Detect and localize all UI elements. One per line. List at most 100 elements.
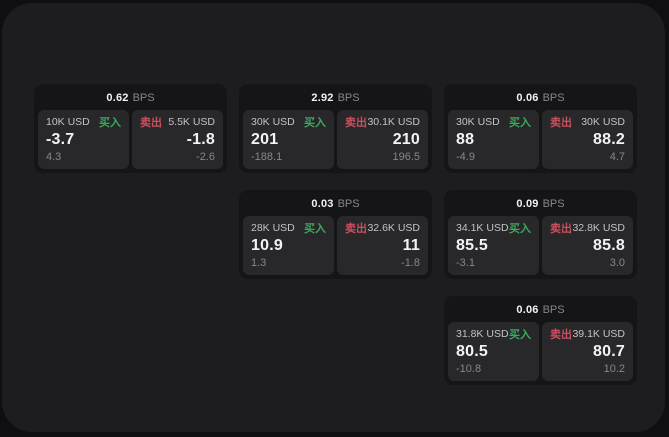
buy-change: -188.1 [251, 150, 283, 163]
sell-tile-header: 卖出 32.8K USD [550, 223, 625, 235]
bps-header: 0.62 BPS [34, 84, 227, 110]
buy-quote-tile[interactable]: 30K USD 买入 88 -4.9 [448, 110, 539, 169]
sell-change: 3.0 [609, 256, 625, 269]
buy-badge: 买入 [304, 223, 326, 235]
buy-tile-header: 30K USD 买入 [251, 117, 326, 129]
buy-price: 88 [456, 131, 475, 148]
buy-tile-header: 30K USD 买入 [456, 117, 531, 129]
sell-change: 10.2 [603, 362, 625, 375]
sell-badge: 卖出 [345, 117, 367, 129]
sell-price: 88.2 [593, 131, 625, 148]
sell-change: 196.5 [392, 150, 420, 163]
buy-amount: 34.1K USD [456, 222, 509, 235]
sell-tile-header: 卖出 5.5K USD [140, 117, 215, 129]
bps-value: 0.62 [106, 92, 129, 104]
quote-card: 2.92 BPS 30K USD 买入 201 -188.1 卖出 30.1K … [239, 84, 432, 173]
sell-quote-tile[interactable]: 卖出 5.5K USD -1.8 -2.6 [132, 110, 223, 169]
buy-price: 85.5 [456, 237, 488, 254]
buy-amount: 30K USD [456, 116, 500, 129]
sell-amount: 30.1K USD [367, 116, 420, 129]
sell-change: -2.6 [196, 150, 215, 163]
sell-amount: 30K USD [581, 116, 625, 129]
buy-amount: 10K USD [46, 116, 90, 129]
sell-quote-tile[interactable]: 卖出 39.1K USD 80.7 10.2 [542, 322, 633, 381]
bps-unit-label: BPS [542, 304, 565, 316]
buy-amount: 30K USD [251, 116, 295, 129]
buy-tile-header: 28K USD 买入 [251, 223, 326, 235]
buy-badge: 买入 [509, 329, 531, 341]
bps-header: 0.06 BPS [444, 84, 637, 110]
quotes-panel: 0.62 BPS 10K USD 买入 -3.7 4.3 卖出 5.5K USD… [2, 3, 665, 432]
quote-tiles: 30K USD 买入 88 -4.9 卖出 30K USD 88.2 4.7 [448, 110, 633, 169]
sell-amount: 32.8K USD [572, 222, 625, 235]
sell-price: -1.8 [186, 131, 215, 148]
buy-quote-tile[interactable]: 34.1K USD 买入 85.5 -3.1 [448, 216, 539, 275]
buy-price: 201 [251, 131, 279, 148]
bps-value: 0.06 [516, 304, 539, 316]
sell-quote-tile[interactable]: 卖出 30K USD 88.2 4.7 [542, 110, 633, 169]
quote-tiles: 28K USD 买入 10.9 1.3 卖出 32.6K USD 11 -1.8 [243, 216, 428, 275]
sell-quote-tile[interactable]: 卖出 32.6K USD 11 -1.8 [337, 216, 428, 275]
bps-header: 2.92 BPS [239, 84, 432, 110]
quote-card: 0.62 BPS 10K USD 买入 -3.7 4.3 卖出 5.5K USD… [34, 84, 227, 173]
sell-badge: 卖出 [140, 117, 162, 129]
sell-amount: 5.5K USD [168, 116, 215, 129]
quote-card: 0.09 BPS 34.1K USD 买入 85.5 -3.1 卖出 32.8K… [444, 190, 637, 279]
bps-value: 0.03 [311, 198, 334, 210]
buy-badge: 买入 [509, 223, 531, 235]
buy-quote-tile[interactable]: 31.8K USD 买入 80.5 -10.8 [448, 322, 539, 381]
buy-amount: 31.8K USD [456, 328, 509, 341]
sell-amount: 32.6K USD [367, 222, 420, 235]
quote-tiles: 10K USD 买入 -3.7 4.3 卖出 5.5K USD -1.8 -2.… [38, 110, 223, 169]
buy-change: -4.9 [456, 150, 475, 163]
quote-tiles: 31.8K USD 买入 80.5 -10.8 卖出 39.1K USD 80.… [448, 322, 633, 381]
bps-unit-label: BPS [542, 92, 565, 104]
sell-badge: 卖出 [550, 329, 572, 341]
bps-value: 2.92 [311, 92, 334, 104]
buy-price: 10.9 [251, 237, 283, 254]
bps-unit-label: BPS [132, 92, 155, 104]
sell-tile-header: 卖出 30.1K USD [345, 117, 420, 129]
sell-change: 4.7 [609, 150, 625, 163]
bps-header: 0.06 BPS [444, 296, 637, 322]
sell-price: 85.8 [593, 237, 625, 254]
buy-tile-header: 10K USD 买入 [46, 117, 121, 129]
quote-card: 0.06 BPS 30K USD 买入 88 -4.9 卖出 30K USD 8… [444, 84, 637, 173]
buy-change: -10.8 [456, 362, 482, 375]
sell-price: 210 [392, 131, 420, 148]
buy-quote-tile[interactable]: 10K USD 买入 -3.7 4.3 [38, 110, 129, 169]
sell-change: -1.8 [401, 256, 420, 269]
bps-header: 0.03 BPS [239, 190, 432, 216]
buy-amount: 28K USD [251, 222, 295, 235]
sell-tile-header: 卖出 39.1K USD [550, 329, 625, 341]
quote-tiles: 34.1K USD 买入 85.5 -3.1 卖出 32.8K USD 85.8… [448, 216, 633, 275]
sell-tile-header: 卖出 32.6K USD [345, 223, 420, 235]
sell-badge: 卖出 [550, 223, 572, 235]
sell-tile-header: 卖出 30K USD [550, 117, 625, 129]
sell-quote-tile[interactable]: 卖出 30.1K USD 210 196.5 [337, 110, 428, 169]
buy-change: 4.3 [46, 150, 62, 163]
sell-price: 11 [402, 237, 420, 254]
buy-badge: 买入 [509, 117, 531, 129]
sell-badge: 卖出 [550, 117, 572, 129]
buy-quote-tile[interactable]: 30K USD 买入 201 -188.1 [243, 110, 334, 169]
quote-card: 0.06 BPS 31.8K USD 买入 80.5 -10.8 卖出 39.1… [444, 296, 637, 385]
sell-amount: 39.1K USD [572, 328, 625, 341]
bps-unit-label: BPS [337, 92, 360, 104]
sell-quote-tile[interactable]: 卖出 32.8K USD 85.8 3.0 [542, 216, 633, 275]
quote-card: 0.03 BPS 28K USD 买入 10.9 1.3 卖出 32.6K US… [239, 190, 432, 279]
bps-value: 0.09 [516, 198, 539, 210]
buy-quote-tile[interactable]: 28K USD 买入 10.9 1.3 [243, 216, 334, 275]
bps-value: 0.06 [516, 92, 539, 104]
bps-unit-label: BPS [542, 198, 565, 210]
quote-tiles: 30K USD 买入 201 -188.1 卖出 30.1K USD 210 1… [243, 110, 428, 169]
buy-tile-header: 34.1K USD 买入 [456, 223, 531, 235]
buy-price: 80.5 [456, 343, 488, 360]
buy-badge: 买入 [99, 117, 121, 129]
buy-price: -3.7 [46, 131, 75, 148]
sell-badge: 卖出 [345, 223, 367, 235]
buy-change: 1.3 [251, 256, 267, 269]
buy-badge: 买入 [304, 117, 326, 129]
bps-header: 0.09 BPS [444, 190, 637, 216]
buy-tile-header: 31.8K USD 买入 [456, 329, 531, 341]
